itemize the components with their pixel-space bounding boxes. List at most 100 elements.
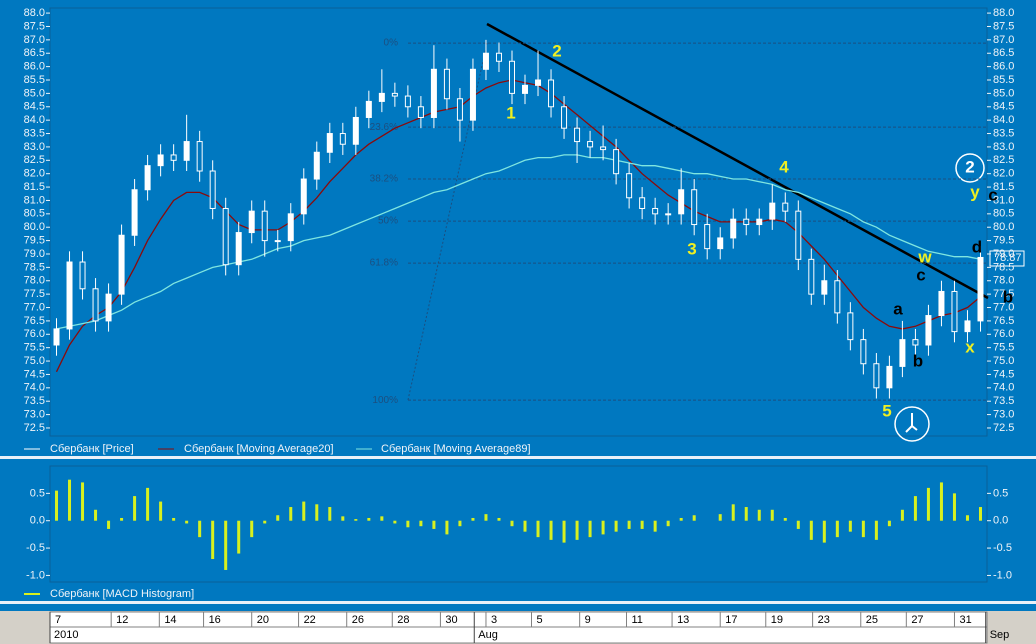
candle-body [873,363,880,389]
wave-label: 2 [552,41,561,60]
panel-separator [0,456,1036,459]
x-tick-label: 7 [55,614,61,626]
trend-line [486,22,989,300]
y-tick-label: 76.5 [993,315,1014,327]
legend-label: Сбербанк [MACD Histogram] [50,588,194,600]
candle-body [404,95,411,108]
histogram-bar [354,519,358,521]
candle-body [378,92,385,102]
y-tick-label: 75.5 [24,342,45,354]
histogram-bar [562,520,566,543]
candle-body [834,280,841,314]
y-tick-label: 84.0 [24,114,45,126]
candle-body [600,146,607,151]
histogram-bar [276,515,280,521]
candle-body [808,258,815,295]
candle-body [79,261,86,290]
y-tick-label: 76.0 [24,328,45,340]
y-tick-label: 73.5 [993,395,1014,407]
candle-body [300,178,307,215]
candle-body [899,339,906,367]
y-tick-label: 83.5 [993,127,1014,139]
candle-body [248,210,255,234]
candle-body [469,68,476,121]
x-tick-label: 22 [304,614,316,626]
x-tick-label: 31 [959,614,971,626]
candle-body [912,339,919,346]
fib-label: 50% [378,216,398,227]
clock-face [894,406,930,442]
histogram-bar [744,507,748,521]
histogram-bar [770,509,774,521]
histogram-bar [874,520,878,540]
wave-label: b [913,351,923,370]
y-tick-label: 77.0 [993,301,1014,313]
y-tick-label: 81.5 [993,181,1014,193]
y-tick-label: 84.0 [993,114,1014,126]
candle-body [925,315,932,346]
y-tick-label: 75.0 [24,355,45,367]
y-tick-label: 78.5 [993,261,1014,273]
candle-body [131,189,138,236]
histogram-bar [107,520,111,529]
histogram-bar [731,504,735,521]
y-tick-label: 74.0 [24,382,45,394]
clock-icon [894,406,930,442]
histogram-bar [380,516,384,521]
y-tick-label: 75.0 [993,355,1014,367]
y-tick-label: -0.5 [993,542,1012,554]
y-tick-label: 0.5 [993,487,1008,499]
histogram-bar [484,514,488,521]
y-tick-label: 74.5 [24,368,45,380]
candle-body [118,234,125,295]
candle-body [339,133,346,145]
histogram-bar [692,515,696,521]
last-price: 78.87 [994,252,1022,264]
candle-body [964,320,971,333]
wave-label: d [972,237,982,256]
histogram-bar [315,504,319,521]
y-tick-label: -1.0 [26,569,45,581]
y-tick-label: 83.0 [24,141,45,153]
histogram-bar [809,520,813,540]
histogram-bar [146,487,150,521]
histogram-bar [393,520,397,524]
candle-body [66,261,73,330]
y-tick-label: 79.0 [24,248,45,260]
y-tick-label: 72.5 [993,422,1014,434]
y-tick-label: 79.5 [993,235,1014,247]
clock-hands [905,413,918,433]
y-tick-label: 0.0 [30,515,45,527]
candle-body [535,79,542,86]
histogram-bar [367,517,371,521]
y-tick-label: 79.5 [24,235,45,247]
y-tick-label: 86.5 [993,47,1014,59]
y-tick-label: 86.5 [24,47,45,59]
y-tick-label: 76.0 [993,328,1014,340]
histogram-bar [302,501,306,521]
x-tick-label: 16 [209,614,221,626]
y-tick-label: 87.0 [24,34,45,46]
candle-body [183,141,190,161]
y-tick-label: 0.0 [993,515,1008,527]
candle-body [860,339,867,365]
candle-body [587,141,594,148]
candle-body [157,154,164,167]
y-tick-label: 76.5 [24,315,45,327]
y-tick-label: 86.0 [993,61,1014,73]
y-tick-label: 75.5 [993,342,1014,354]
histogram-bar [419,520,423,527]
histogram-bar [250,520,254,538]
wave-circle [955,153,985,183]
histogram-bar [497,517,501,521]
candle-body [717,237,724,250]
y-tick-label: 80.5 [993,208,1014,220]
y-tick-label: 85.5 [24,74,45,86]
y-tick-label: 73.0 [24,408,45,420]
wave-label: c [988,185,997,204]
wave-label: 3 [687,239,696,258]
y-tick-label: 78.0 [24,275,45,287]
candle-body [430,68,437,118]
histogram-bar [458,520,462,527]
candle-body [886,365,893,389]
